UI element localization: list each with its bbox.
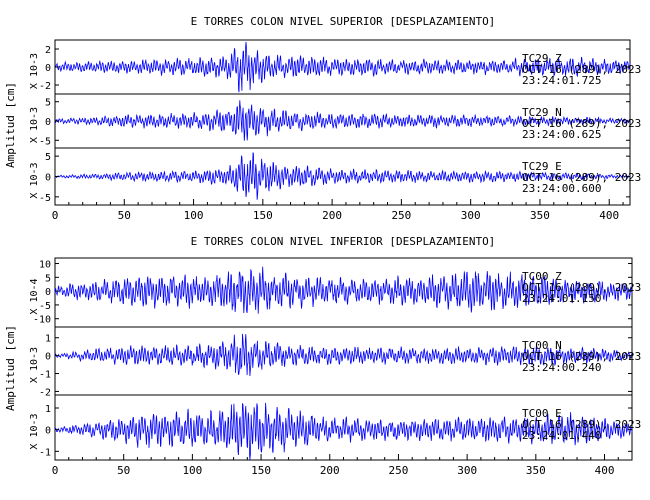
waveform-trace [54,100,631,141]
x-tick-label: 50 [118,209,131,222]
y-tick-label: 1 [45,334,51,345]
upper-chart-title: E TORRES COLON NIVEL SUPERIOR [DESPLAZAM… [191,15,496,28]
x-tick-label: 300 [457,464,477,477]
x-tick-label: 400 [599,209,619,222]
scale-label: X 10-4 [29,278,40,314]
station-annotation: 23:24:01.440 [522,429,601,442]
waveform-trace [54,402,633,461]
x-axis: 0 50 100 150 200 250 300 350 400 [52,199,624,222]
upper-level-group: E TORRES COLON NIVEL SUPERIOR [DESPLAZAM… [4,15,641,222]
scale-label: X 10-3 [29,107,40,143]
y-tick-label: 5 [45,273,51,284]
x-tick-label: 100 [182,464,202,477]
x-tick-label: 350 [526,464,546,477]
station-annotation: OCT 16 (289), 2023 [522,117,641,130]
scale-label: X 10-3 [29,413,40,449]
lower-ylabel: Amplitud [cm] [4,325,17,411]
scale-label: X 10-3 [29,53,40,89]
y-tick-label: 1 [45,404,51,415]
station-annotation: 23:24:01.725 [522,74,601,87]
x-tick-label: 300 [461,209,481,222]
station-annotation: 23:24:01.150 [522,292,601,305]
y-tick-label: -10 [33,315,51,326]
station-annotation: OCT 16 (289), 2023 [522,171,641,184]
waveform-trace [54,266,633,314]
x-tick-label: 200 [320,464,340,477]
station-annotation: 23:24:00.240 [522,361,601,374]
y-tick-label: 0 [45,117,51,128]
y-tick-label: 10 [39,260,51,271]
y-tick-label: 5 [45,152,51,163]
station-annotation: TC29 E [522,160,562,173]
station-annotation: TC00 E [522,407,562,420]
x-tick-label: 200 [322,209,342,222]
y-tick-label: 0 [45,287,51,298]
x-tick-label: 250 [391,209,411,222]
y-tick-label: -1 [39,447,51,458]
y-tick-label: -5 [39,301,51,312]
y-tick-label: -2 [39,387,51,398]
x-tick-label: 100 [184,209,204,222]
scale-label: X 10-3 [29,162,40,198]
y-tick-label: -2 [39,81,51,92]
waveform-trace [54,152,631,200]
x-tick-label: 0 [52,464,59,477]
x-tick-label: 350 [530,209,550,222]
lower-chart-title: E TORRES COLON NIVEL INFERIOR [DESPLAZAM… [191,235,496,248]
x-tick-label: 150 [251,464,271,477]
waveform-trace [55,41,631,93]
x-tick-label: 150 [253,209,273,222]
y-tick-label: -5 [39,193,51,204]
station-annotation: TC00 Z [522,270,562,283]
scale-label: X 10-3 [29,347,40,383]
x-tick-label: 50 [117,464,130,477]
station-annotation: 23:24:00.625 [522,128,601,141]
y-tick-label: 0 [45,426,51,437]
y-tick-label: 5 [45,98,51,109]
upper-ylabel: Amplitud [cm] [4,82,17,168]
station-annotation: TC29 N [522,106,562,119]
y-tick-label: 2 [45,45,51,56]
lower-level-group: E TORRES COLON NIVEL INFERIOR [DESPLAZAM… [4,235,641,477]
y-tick-label: -1 [39,370,51,381]
station-annotation: OCT 16 (289), 2023 [522,418,641,431]
station-annotation: OCT 16 (289), 2023 [522,63,641,76]
station-annotation: OCT 16 (289), 2023 [522,350,641,363]
y-tick-label: -5 [39,136,51,147]
station-annotation: OCT 16 (289), 2023 [522,281,641,294]
x-tick-label: 0 [52,209,59,222]
station-annotation: TC29 Z [522,52,562,65]
waveform-trace [54,333,633,377]
x-tick-label: 400 [595,464,615,477]
y-tick-label: 0 [45,352,51,363]
y-tick-label: 0 [45,63,51,74]
x-tick-label: 250 [389,464,409,477]
y-tick-label: 0 [45,173,51,184]
station-annotation: TC00 N [522,339,562,352]
x-axis: 0 50 100 150 200 250 300 350 400 [52,454,633,477]
station-annotation: 23:24:00.600 [522,182,601,195]
